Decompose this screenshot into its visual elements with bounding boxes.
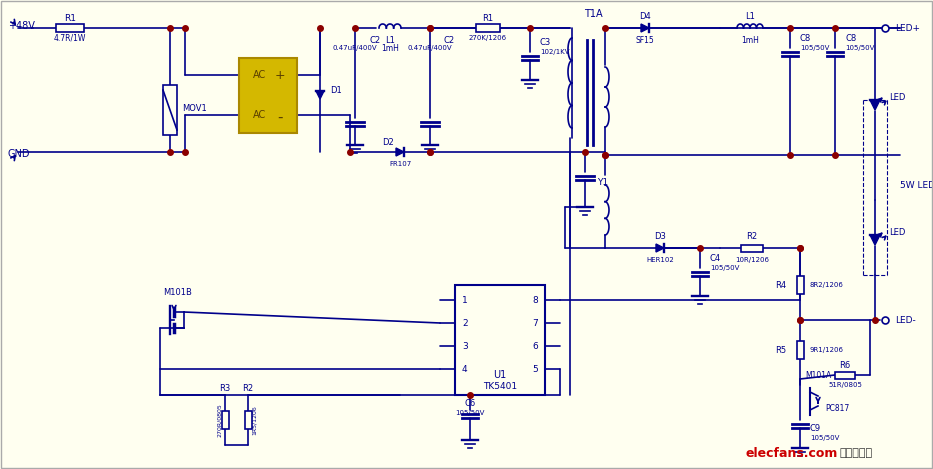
Text: 0.47uF/400V: 0.47uF/400V xyxy=(408,45,453,51)
Text: C2: C2 xyxy=(444,36,455,45)
Polygon shape xyxy=(316,91,324,99)
Text: FR107: FR107 xyxy=(389,161,411,167)
Text: +48V: +48V xyxy=(8,21,35,31)
Text: 6: 6 xyxy=(532,341,538,350)
Text: R2: R2 xyxy=(243,384,254,393)
Text: R4: R4 xyxy=(775,280,786,289)
Text: R1: R1 xyxy=(482,14,494,23)
Text: 105/50V: 105/50V xyxy=(710,265,739,271)
Text: R1: R1 xyxy=(64,14,76,23)
Text: U1: U1 xyxy=(494,370,507,380)
Text: 105/50V: 105/50V xyxy=(800,45,829,51)
Polygon shape xyxy=(656,244,664,252)
Text: LED: LED xyxy=(889,227,905,236)
Text: 270R/0805: 270R/0805 xyxy=(216,403,221,437)
Text: C4: C4 xyxy=(710,254,721,263)
Text: 102/1KV: 102/1KV xyxy=(540,49,569,55)
Text: R6: R6 xyxy=(840,361,851,370)
Text: 2: 2 xyxy=(462,318,467,327)
Text: T1A: T1A xyxy=(584,9,603,19)
Text: 3: 3 xyxy=(462,341,467,350)
Text: MOV1: MOV1 xyxy=(182,104,207,113)
Text: R3: R3 xyxy=(219,384,230,393)
Text: +: + xyxy=(274,68,285,82)
Text: 4: 4 xyxy=(462,364,467,373)
Text: C3: C3 xyxy=(540,38,551,46)
Text: LED: LED xyxy=(889,92,905,101)
Text: Y1: Y1 xyxy=(597,177,608,187)
Text: R5: R5 xyxy=(775,346,786,355)
Text: 270K/1206: 270K/1206 xyxy=(469,35,507,41)
Bar xyxy=(835,371,855,378)
Text: M101B: M101B xyxy=(163,287,192,296)
Text: C8: C8 xyxy=(845,33,856,43)
Bar xyxy=(741,244,763,251)
Text: SF15: SF15 xyxy=(635,36,654,45)
Text: 7: 7 xyxy=(532,318,538,327)
Text: 105/50V: 105/50V xyxy=(455,410,484,416)
Text: HER102: HER102 xyxy=(647,257,674,263)
Text: LED-: LED- xyxy=(895,316,916,325)
Text: GND: GND xyxy=(8,149,31,159)
Bar xyxy=(56,24,84,32)
Bar xyxy=(476,24,500,32)
Text: 电子发烧友: 电子发烧友 xyxy=(840,448,873,458)
Text: C9: C9 xyxy=(810,424,821,432)
Text: 1R5/1206: 1R5/1206 xyxy=(252,405,257,435)
Text: elecfans.com: elecfans.com xyxy=(745,446,838,460)
Text: C6: C6 xyxy=(465,399,476,408)
Bar xyxy=(455,285,545,395)
Bar xyxy=(244,411,252,429)
Text: 51R/0805: 51R/0805 xyxy=(829,382,862,388)
Text: -: - xyxy=(277,109,283,124)
Text: D1: D1 xyxy=(330,85,341,94)
Polygon shape xyxy=(396,148,404,156)
Bar xyxy=(797,341,803,359)
Bar xyxy=(163,85,177,135)
Bar xyxy=(239,58,297,133)
Text: TK5401: TK5401 xyxy=(483,381,517,391)
Text: D4: D4 xyxy=(639,12,651,21)
Text: R2: R2 xyxy=(746,232,758,241)
Text: D3: D3 xyxy=(654,232,666,241)
Text: M101A: M101A xyxy=(805,371,831,379)
Text: L1: L1 xyxy=(385,36,395,45)
Text: AC: AC xyxy=(254,70,267,80)
Text: PC817: PC817 xyxy=(825,403,849,413)
Text: 1: 1 xyxy=(462,295,467,304)
Text: LED+: LED+ xyxy=(895,23,920,32)
Polygon shape xyxy=(641,24,649,32)
Text: D2: D2 xyxy=(383,137,394,146)
Text: 9R1/1206: 9R1/1206 xyxy=(810,347,844,353)
Text: 8: 8 xyxy=(532,295,538,304)
Text: 1mH: 1mH xyxy=(741,36,759,45)
Bar xyxy=(797,276,803,294)
Text: 8R2/1206: 8R2/1206 xyxy=(810,282,843,288)
Text: 5: 5 xyxy=(532,364,538,373)
Text: 10R/1206: 10R/1206 xyxy=(735,257,769,263)
Polygon shape xyxy=(870,235,880,245)
Polygon shape xyxy=(870,100,880,110)
Text: 1mH: 1mH xyxy=(381,44,399,53)
Text: 105/50V: 105/50V xyxy=(810,435,840,441)
Text: C8: C8 xyxy=(800,33,812,43)
Text: C2: C2 xyxy=(369,36,380,45)
Text: 5W LED: 5W LED xyxy=(900,181,933,189)
Text: 0.47uF/400V: 0.47uF/400V xyxy=(333,45,377,51)
Text: 4.7R/1W: 4.7R/1W xyxy=(54,33,86,43)
Text: AC: AC xyxy=(254,110,267,120)
Text: 105/50V: 105/50V xyxy=(845,45,874,51)
Bar xyxy=(221,411,229,429)
Text: L1: L1 xyxy=(745,12,755,21)
